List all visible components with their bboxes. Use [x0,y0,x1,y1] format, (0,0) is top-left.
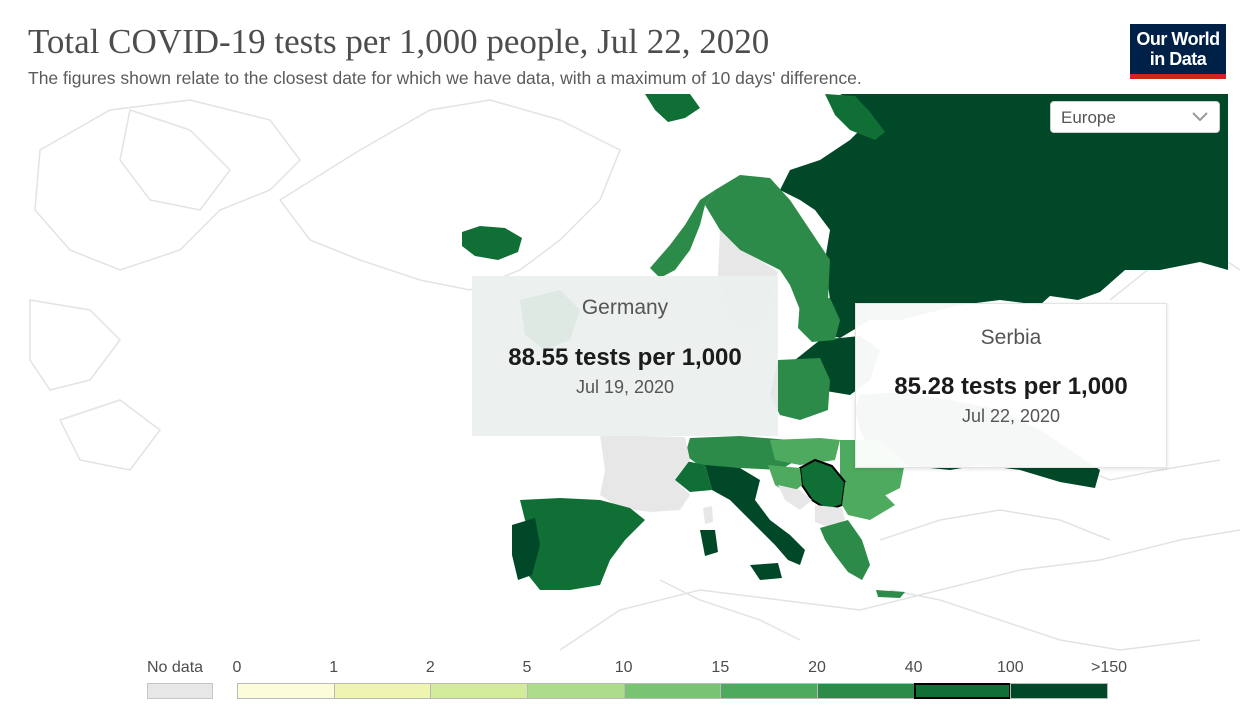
logo-line-1: Our World [1136,29,1220,49]
map-region-greece [820,520,870,580]
owid-logo[interactable]: Our World in Data [1130,24,1226,79]
map-region-svalbard [645,94,700,122]
map-region-bulgaria [842,482,895,520]
map-region-baltics [798,298,840,342]
legend-tick-label: 0 [232,659,242,676]
map-region-portugal [512,518,540,580]
legend-swatch[interactable] [817,683,915,699]
map-region-scandinavia [705,175,830,322]
legend-tick-label: 40 [904,659,923,676]
map-region-italy [705,465,805,565]
legend-no-data-label: No data [147,659,204,676]
logo-line-2: in Data [1149,49,1207,69]
tooltip-value: 88.55 tests per 1,000 [508,344,742,371]
legend-swatch[interactable] [527,683,625,699]
legend-tick-label: >150 [1090,659,1128,676]
tooltip-germany: Germany 88.55 tests per 1,000 Jul 19, 20… [472,276,778,436]
map-region-sardinia [700,530,718,556]
map-region-france [600,435,690,512]
legend-no-data-swatch[interactable] [147,683,213,699]
tooltip-date: Jul 19, 2020 [575,377,675,397]
tooltip-country: Serbia [980,326,1042,349]
region-select[interactable]: Europe [1050,101,1220,133]
map-region-russia [780,94,1228,338]
legend-tick-label: 15 [711,659,730,676]
legend-swatch[interactable] [430,683,528,699]
legend-tick-label: 1 [329,659,339,676]
legend-swatch[interactable] [237,683,335,699]
legend-swatch[interactable] [333,683,432,699]
region-select-value: Europe [1061,108,1116,127]
legend-swatch[interactable] [720,683,818,699]
legend-swatch[interactable] [623,683,722,699]
chart-subtitle: The figures shown relate to the closest … [28,68,862,88]
legend-tick-label: 100 [996,659,1024,676]
legend-tick-label: 5 [522,659,532,676]
tooltip-date: Jul 22, 2020 [961,406,1061,426]
map-region-bosnia [778,485,812,510]
map-region-novaya-zemlya [825,94,885,140]
tooltip-value: 85.28 tests per 1,000 [894,373,1128,400]
map-region-croatia [768,465,802,495]
map-region-sicily [750,563,782,580]
map-region-poland [770,358,830,420]
map-region-norway [650,190,715,278]
legend-tick-label: 2 [425,659,435,676]
map-region-spain [520,498,645,590]
map-region-crete [876,590,905,598]
background-land-outlines [29,99,1241,651]
legend-swatch[interactable] [913,683,1012,699]
legend-tick-label: 10 [614,659,633,676]
tooltip-country: Germany [581,296,669,319]
legend-swatch[interactable] [1010,683,1108,699]
map-region-iceland [462,226,522,260]
tooltip-serbia: Serbia 85.28 tests per 1,000 Jul 22, 202… [855,303,1167,468]
map-region-corsica [703,506,713,524]
map-region-macedonia [815,505,845,528]
map-region-hungary [770,438,840,465]
chevron-down-icon [1192,112,1208,122]
chart-title: Total COVID-19 tests per 1,000 people, J… [28,22,770,61]
legend-tick-label: 20 [808,659,826,676]
